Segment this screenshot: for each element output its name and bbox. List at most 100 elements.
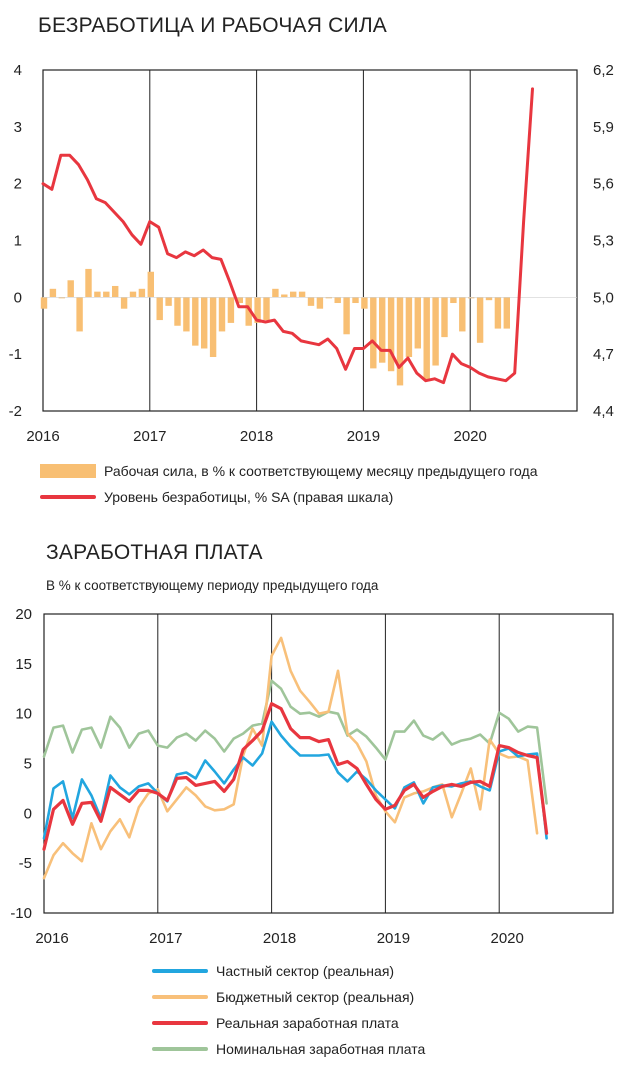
chart1-x-tick-label: 2018 [240,428,273,445]
chart1-bar-labor-force [209,297,217,358]
chart1-y-left-tick-label: -2 [9,403,22,420]
chart1-bar-labor-force [174,297,181,326]
chart1-bar-labor-force [227,297,235,323]
chart1-bar-labor-force [200,297,208,349]
chart1-bar-labor-force [147,271,155,298]
chart1-legend: Рабочая сила, в % к соответствующему мес… [40,458,538,510]
chart1-bar-labor-force [423,297,430,380]
chart1-frame [42,69,578,412]
chart2-line-private [42,720,548,840]
legend-swatch-real-wage [152,1021,208,1025]
chart1-bar-labor-force [254,297,261,323]
chart1-bar-labor-force [494,297,502,329]
chart1-y-right-tick-label: 4,4 [593,403,614,420]
chart1-title: БЕЗРАБОТИЦА И РАБОЧАЯ СИЛА [38,14,388,37]
chart1-bar-labor-force [165,297,172,306]
chart1-bar-labor-force [218,297,226,332]
chart1-bar-labor-force [103,291,110,298]
legend-swatch-labor-force [40,464,96,478]
chart1-bar-labor-force [67,280,74,298]
chart1-y-right-tick-label: 5,6 [593,176,614,193]
chart1-bar-labor-force [236,297,244,304]
chart1-bar-labor-force [432,297,439,366]
legend-item-real-wage: Реальная заработная плата [152,1010,425,1036]
chart1-bar-labor-force [183,297,190,332]
chart1-y-right-tick-label: 4,7 [593,346,614,363]
chart1-bar-labor-force [361,297,368,309]
chart1-bar-labor-force [307,297,315,306]
chart1-bar-labor-force [467,297,475,299]
chart2-y-tick-label: 5 [24,756,32,773]
chart2-legend: Частный сектор (реальная) Бюджетный сект… [152,958,425,1062]
chart1-x-tick-label: 2019 [347,428,380,445]
chart2-y-tick-label: 20 [15,606,32,623]
chart2-x-tick-label: 2017 [149,930,182,947]
chart1-bar-labor-force [76,297,83,332]
chart1-bar-labor-force [334,297,341,304]
chart1-y-right-tick-label: 5,9 [593,119,614,136]
chart1-bar-labor-force [370,297,377,369]
legend-label-private: Частный сектор (реальная) [216,963,395,979]
legend-swatch-private [152,969,208,973]
chart2-title: ЗАРАБОТНАЯ ПЛАТА [46,541,263,564]
legend-item-unemployment: Уровень безработицы, % SA (правая шкала) [40,484,538,510]
chart1-bar-labor-force [94,291,101,298]
chart1-bar-labor-force [316,297,324,309]
chart1-y-left-tick-label: 1 [14,233,22,250]
chart2-x-tick-label: 2016 [35,930,68,947]
chart1-plot: 2016 2017 2018 2019 2020 4 3 2 1 0 -1 -2 6,2 5,9 5,6 5,… [9,62,614,445]
chart1-x-tick-label: 2017 [133,428,166,445]
chart1-bar-labor-force [245,297,252,326]
chart1-bar-labor-force [298,291,306,298]
chart2-y-tick-label: -10 [10,905,32,922]
chart2-y-tick-label: -5 [19,855,32,872]
chart1-bar-labor-force [378,297,386,363]
legend-label-budget: Бюджетный сектор (реальная) [216,989,415,1005]
chart1-bar-labor-force [503,297,511,329]
chart1-x-tick-label: 2016 [26,428,59,445]
chart1-bar-labor-force [387,297,395,372]
legend-item-budget: Бюджетный сектор (реальная) [152,984,425,1010]
chart1-y-left-tick-label: 0 [14,289,22,306]
legend-item-labor-force: Рабочая сила, в % к соответствующему мес… [40,458,538,484]
chart1-bar-labor-force [459,297,466,332]
chart1-y-right-tick-label: 6,2 [593,62,614,79]
chart2-line-real-wage [42,702,549,851]
chart1-bar-labor-force [441,297,448,338]
chart1-bar-labor-force [289,291,297,298]
chart1-line-unemployment [41,87,534,385]
chart1-bar-labor-force [263,297,270,321]
chart1-y-right-tick-label: 5,0 [593,289,614,306]
chart1-bar-labor-force [49,288,57,298]
chart1-bar-labor-force [450,297,457,304]
chart1-bar-labor-force [281,294,288,298]
chart1-bar-labor-force [85,268,92,298]
chart1-bar-labor-force [325,297,333,299]
chart1-y-left-tick-label: 3 [14,119,22,136]
chart1-y-right-tick-label: 5,3 [593,233,614,250]
legend-label-labor-force: Рабочая сила, в % к соответствующему мес… [104,463,538,479]
legend-item-nominal-wage: Номинальная заработная плата [152,1036,425,1062]
chart2-x-tick-label: 2019 [377,930,410,947]
chart1-bar-labor-force [343,297,350,335]
chart1-bar-labor-force [129,291,137,298]
chart1-bar-labor-force [414,297,422,349]
chart1-bar-labor-force [272,288,279,298]
chart1-y-left-tick-label: 4 [14,62,22,79]
chart2-subtitle: В % к соответствующему периоду предыдуще… [46,578,379,593]
chart1-bar-labor-force [352,297,359,304]
chart1-y-left-tick-label: 2 [14,176,22,193]
chart1-bar-labor-force [120,297,128,309]
chart1-bar-labor-force [192,297,199,346]
chart1-bar-labor-force [40,297,48,309]
chart2-y-tick-label: 15 [15,656,32,673]
legend-swatch-budget [152,995,208,999]
chart1-bar-labor-force [485,297,493,301]
chart1-bar-labor-force [138,288,146,298]
legend-label-real-wage: Реальная заработная плата [216,1015,399,1031]
legend-swatch-nominal-wage [152,1047,208,1051]
chart2-y-tick-label: 10 [15,706,32,723]
chart1-x-tick-label: 2020 [454,428,487,445]
legend-label-unemployment: Уровень безработицы, % SA (правая шкала) [104,489,394,505]
